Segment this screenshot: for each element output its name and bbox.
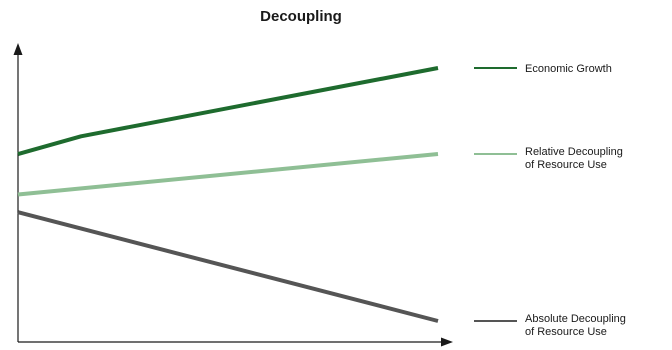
x-axis-arrowhead bbox=[441, 337, 453, 347]
legend-label-absolute-decoupling-of-resource-use-line-1: Absolute Decoupling bbox=[525, 313, 626, 325]
legend-item-economic-growth: Economic Growth bbox=[474, 63, 612, 75]
legend-label-relative-decoupling-of-resource-use-line-2: of Resource Use bbox=[525, 159, 607, 171]
y-axis-arrowhead bbox=[13, 43, 23, 55]
series-layer bbox=[17, 66, 439, 323]
series-line-absolute-decoupling-of-resource-use bbox=[17, 210, 439, 323]
chart-title: Decoupling bbox=[260, 8, 342, 25]
axes bbox=[13, 43, 453, 347]
legend-label-absolute-decoupling-of-resource-use-line-2: of Resource Use bbox=[525, 326, 607, 338]
series-line-relative-decoupling-of-resource-use bbox=[17, 152, 439, 197]
legend-label-economic-growth-line-1: Economic Growth bbox=[525, 63, 612, 75]
legend-label-relative-decoupling-of-resource-use-line-1: Relative Decoupling bbox=[525, 146, 623, 158]
series-line-economic-growth bbox=[17, 66, 439, 156]
